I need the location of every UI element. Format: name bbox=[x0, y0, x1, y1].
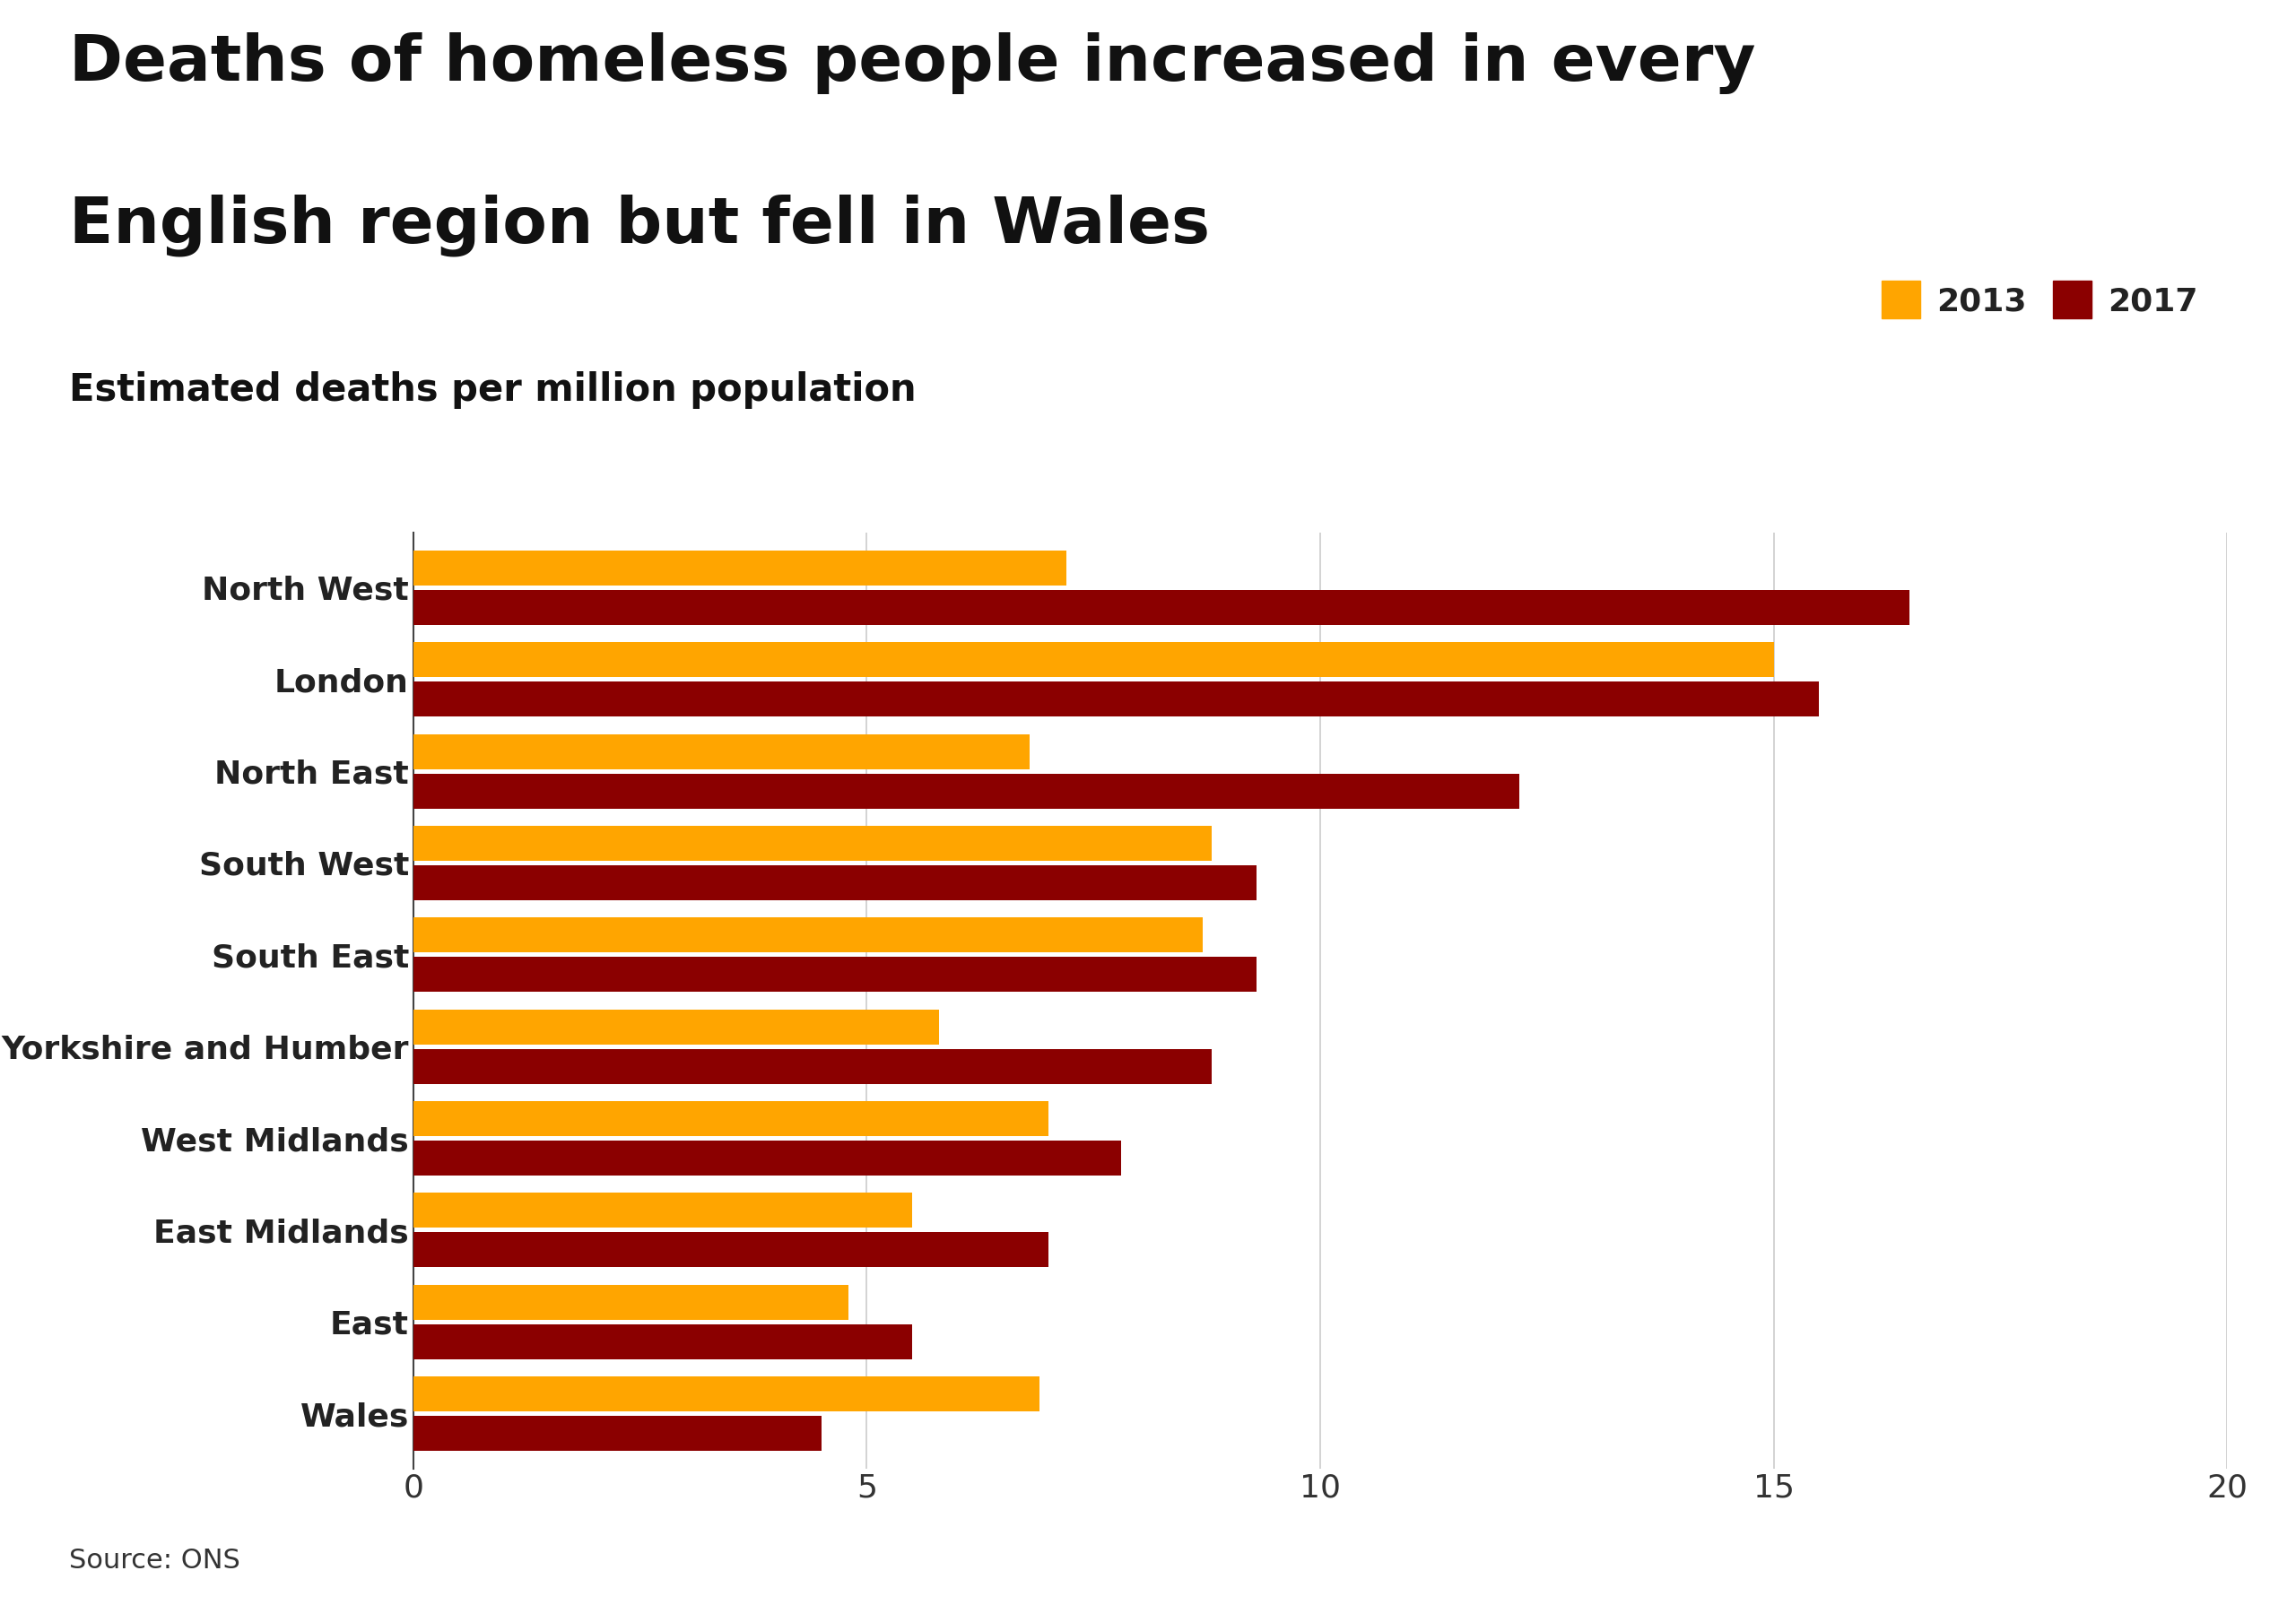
Bar bbox=[413, 957, 1256, 993]
Bar bbox=[413, 1009, 939, 1044]
Bar bbox=[413, 1193, 912, 1228]
Text: Source: ONS: Source: ONS bbox=[69, 1548, 241, 1574]
Bar bbox=[413, 865, 1256, 901]
Bar bbox=[413, 1285, 850, 1320]
Text: BBC: BBC bbox=[2105, 1548, 2177, 1577]
Text: Estimated deaths per million population: Estimated deaths per million population bbox=[69, 371, 916, 408]
Bar bbox=[413, 1141, 1120, 1175]
Bar bbox=[413, 734, 1031, 768]
Text: Deaths of homeless people increased in every: Deaths of homeless people increased in e… bbox=[69, 32, 1756, 94]
Bar bbox=[413, 826, 1212, 860]
Bar bbox=[413, 1323, 912, 1359]
Bar bbox=[413, 1101, 1047, 1136]
Text: English region but fell in Wales: English region but fell in Wales bbox=[69, 194, 1210, 257]
Bar bbox=[413, 1233, 1047, 1267]
Bar bbox=[413, 1377, 1040, 1411]
Bar bbox=[413, 1049, 1212, 1083]
Bar bbox=[413, 681, 1818, 717]
Legend: 2013, 2017: 2013, 2017 bbox=[1869, 268, 2211, 331]
Bar bbox=[413, 918, 1203, 952]
Bar bbox=[413, 550, 1065, 586]
Bar bbox=[413, 642, 1775, 678]
Bar bbox=[413, 1415, 822, 1451]
Bar bbox=[413, 773, 1520, 809]
Bar bbox=[413, 591, 1910, 625]
